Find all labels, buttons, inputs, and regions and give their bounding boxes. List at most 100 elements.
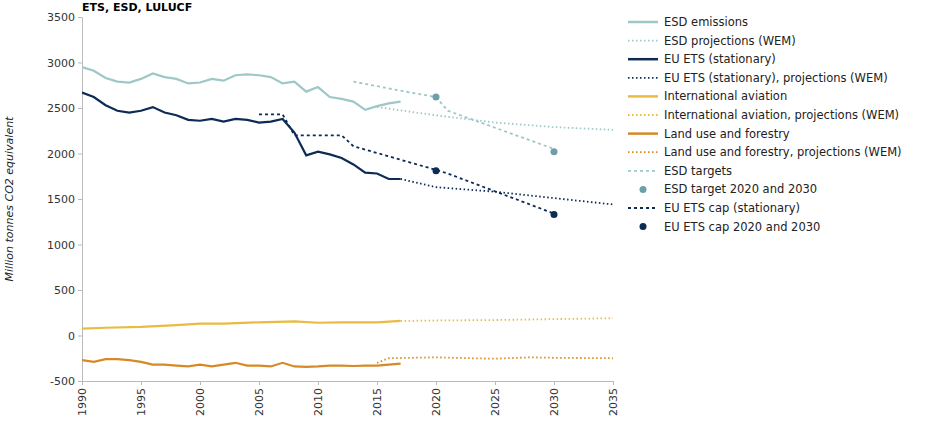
x-tick-mark bbox=[495, 381, 496, 385]
x-tick: 1990 bbox=[76, 381, 89, 416]
series-line bbox=[401, 179, 613, 204]
legend-item: Land use and forestry, projections (WEM) bbox=[628, 145, 902, 159]
series-line bbox=[82, 321, 401, 329]
x-axis: 1990 1995 2000 2005 2010 2015 2020 2025 2030 2035 bbox=[76, 381, 620, 416]
series-line bbox=[353, 82, 554, 149]
x-tick-label: 2000 bbox=[194, 388, 207, 416]
y-tick: 3000 bbox=[47, 57, 82, 70]
y-tick-label: 500 bbox=[54, 284, 75, 297]
legend-symbol bbox=[640, 186, 647, 193]
legend-symbol bbox=[628, 114, 658, 116]
x-tick-mark bbox=[436, 381, 437, 385]
series-line bbox=[401, 318, 613, 321]
x-tick: 2035 bbox=[607, 381, 620, 416]
legend-item: ESD projections (WEM) bbox=[628, 34, 796, 48]
x-tick: 2030 bbox=[548, 381, 561, 416]
legend-item: EU ETS (stationary) bbox=[628, 52, 776, 66]
y-axis-title: Million tonnes CO2 equivalent bbox=[3, 116, 16, 282]
legend-label: International aviation bbox=[664, 89, 787, 103]
x-tick-label: 2015 bbox=[371, 388, 384, 416]
x-tick-label: 1990 bbox=[76, 388, 89, 416]
legend-label: ESD targets bbox=[664, 164, 732, 178]
legend-item: EU ETS cap 2020 and 2030 bbox=[640, 220, 821, 234]
y-tick: 2000 bbox=[47, 148, 82, 161]
legend-label: ESD target 2020 and 2030 bbox=[664, 182, 817, 196]
x-tick: 2005 bbox=[253, 381, 266, 416]
legend-item: ESD targets bbox=[628, 164, 732, 178]
legend-label: EU ETS (stationary), projections (WEM) bbox=[664, 71, 888, 85]
y-tick-mark bbox=[78, 245, 82, 246]
x-tick-label: 2010 bbox=[312, 388, 325, 416]
legend-label: International aviation, projections (WEM… bbox=[664, 108, 899, 122]
y-tick-label: 2500 bbox=[47, 102, 75, 115]
legend-item: Land use and forestry bbox=[628, 127, 790, 141]
legend-item: ESD target 2020 and 2030 bbox=[640, 182, 818, 196]
series-line bbox=[82, 67, 401, 110]
legend-item: EU ETS (stationary), projections (WEM) bbox=[628, 71, 888, 85]
legend-item: International aviation, projections (WEM… bbox=[628, 108, 899, 122]
legend: ESD emissions ESD projections (WEM) EU ETS… bbox=[628, 15, 902, 234]
legend-label: Land use and forestry bbox=[664, 127, 790, 141]
y-tick-mark bbox=[78, 108, 82, 109]
series-line bbox=[82, 359, 401, 367]
y-tick-mark bbox=[78, 154, 82, 155]
legend-symbol bbox=[640, 223, 647, 230]
y-tick-label: 3500 bbox=[47, 11, 75, 24]
legend-label: EU ETS cap (stationary) bbox=[664, 201, 800, 215]
point bbox=[551, 148, 558, 155]
x-tick-mark bbox=[82, 381, 83, 385]
x-tick-mark bbox=[554, 381, 555, 385]
x-tick: 2000 bbox=[194, 381, 207, 416]
legend-item: EU ETS cap (stationary) bbox=[628, 201, 800, 215]
x-tick: 2025 bbox=[489, 381, 502, 416]
legend-symbol bbox=[628, 151, 658, 153]
y-tick-mark bbox=[78, 63, 82, 64]
legend-symbol bbox=[628, 58, 658, 61]
y-tick: 2500 bbox=[47, 102, 82, 115]
y-tick-label: 3000 bbox=[47, 57, 75, 70]
legend-item: International aviation bbox=[628, 89, 787, 103]
y-tick-label: 1000 bbox=[47, 239, 75, 252]
y-tick-label: 1500 bbox=[47, 193, 75, 206]
x-tick: 2020 bbox=[430, 381, 443, 416]
y-tick-label: -500 bbox=[50, 375, 75, 388]
y-tick-mark bbox=[78, 336, 82, 337]
y-tick: 0 bbox=[68, 330, 82, 343]
y-axis: -500 0 500 1000 1500 2000 2500 3000 3500 bbox=[47, 11, 83, 388]
x-tick-mark bbox=[318, 381, 319, 385]
legend-item: ESD emissions bbox=[628, 15, 748, 29]
series-line bbox=[82, 93, 401, 179]
legend-symbol bbox=[628, 40, 658, 42]
y-axis-line bbox=[78, 18, 83, 382]
x-tick-label: 2025 bbox=[489, 388, 502, 416]
x-tick-label: 2030 bbox=[548, 388, 561, 416]
y-tick-mark bbox=[78, 199, 82, 200]
x-tick-mark bbox=[259, 381, 260, 385]
legend-symbol bbox=[628, 95, 658, 98]
title: ETS, ESD, LULUCF bbox=[82, 1, 192, 14]
y-tick: -500 bbox=[50, 375, 82, 388]
legend-label: EU ETS cap 2020 and 2030 bbox=[664, 220, 820, 234]
y-tick-mark bbox=[78, 17, 82, 18]
series-line bbox=[377, 107, 613, 130]
plot-area bbox=[82, 67, 613, 367]
legend-label: ESD emissions bbox=[664, 15, 748, 29]
point bbox=[551, 211, 558, 218]
legend-symbol bbox=[628, 21, 658, 24]
legend-label: EU ETS (stationary) bbox=[664, 52, 776, 66]
y-tick-label: 2000 bbox=[47, 148, 75, 161]
x-tick-mark bbox=[377, 381, 378, 385]
point bbox=[433, 167, 440, 174]
y-tick-label: 0 bbox=[68, 330, 75, 343]
y-tick: 1000 bbox=[47, 239, 82, 252]
legend-symbol bbox=[628, 132, 658, 135]
y-tick-mark bbox=[78, 381, 82, 382]
legend-symbol bbox=[628, 77, 658, 79]
y-tick: 500 bbox=[54, 284, 82, 297]
legend-label: ESD projections (WEM) bbox=[664, 34, 796, 48]
x-tick-label: 2020 bbox=[430, 388, 443, 416]
x-tick-mark bbox=[200, 381, 201, 385]
x-tick: 2010 bbox=[312, 381, 325, 416]
x-tick: 1995 bbox=[135, 381, 148, 416]
x-axis-line bbox=[83, 382, 614, 386]
